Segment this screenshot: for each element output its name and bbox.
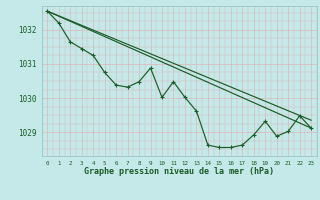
X-axis label: Graphe pression niveau de la mer (hPa): Graphe pression niveau de la mer (hPa) bbox=[84, 167, 274, 176]
